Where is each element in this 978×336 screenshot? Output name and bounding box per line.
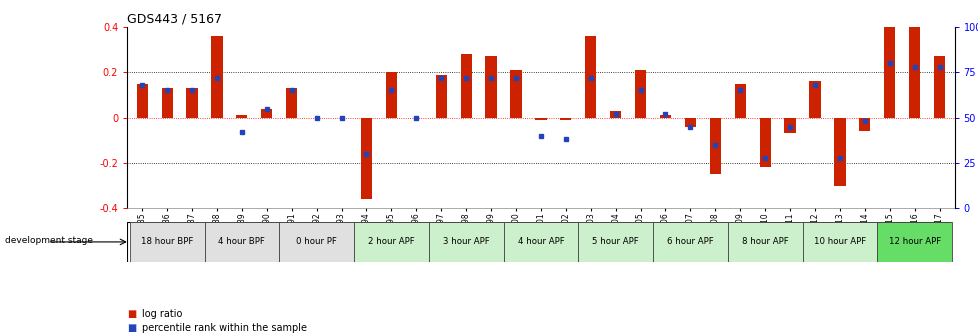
- Bar: [361, 118, 372, 199]
- Bar: [833, 118, 845, 185]
- Bar: [609, 111, 621, 118]
- Text: 2 hour APF: 2 hour APF: [368, 238, 415, 246]
- Bar: [428, 222, 503, 262]
- Bar: [161, 88, 172, 118]
- Bar: [709, 118, 720, 174]
- Text: 8 hour APF: 8 hour APF: [741, 238, 787, 246]
- Text: 5 hour APF: 5 hour APF: [592, 238, 639, 246]
- Text: log ratio: log ratio: [142, 309, 182, 319]
- Text: 0 hour PF: 0 hour PF: [296, 238, 336, 246]
- Bar: [727, 222, 802, 262]
- Text: 4 hour BPF: 4 hour BPF: [218, 238, 265, 246]
- Bar: [759, 118, 770, 167]
- Bar: [510, 70, 521, 118]
- Bar: [211, 36, 222, 118]
- Bar: [354, 222, 428, 262]
- Bar: [684, 118, 695, 127]
- Bar: [186, 88, 198, 118]
- Bar: [809, 81, 820, 118]
- Bar: [286, 88, 297, 118]
- Bar: [204, 222, 279, 262]
- Bar: [659, 115, 670, 118]
- Text: ■: ■: [127, 309, 136, 319]
- Bar: [559, 118, 571, 120]
- Bar: [485, 56, 496, 118]
- Bar: [734, 84, 745, 118]
- Text: percentile rank within the sample: percentile rank within the sample: [142, 323, 307, 333]
- Bar: [385, 72, 397, 118]
- Text: development stage: development stage: [5, 236, 93, 245]
- Bar: [783, 118, 795, 133]
- Bar: [535, 118, 546, 120]
- Text: 12 hour APF: 12 hour APF: [888, 238, 940, 246]
- Bar: [876, 222, 951, 262]
- Text: 3 hour APF: 3 hour APF: [442, 238, 489, 246]
- Bar: [279, 222, 354, 262]
- Bar: [261, 109, 272, 118]
- Bar: [503, 222, 578, 262]
- Bar: [802, 222, 876, 262]
- Bar: [435, 75, 446, 118]
- Text: 10 hour APF: 10 hour APF: [813, 238, 866, 246]
- Bar: [933, 56, 944, 118]
- Bar: [578, 222, 652, 262]
- Text: 4 hour APF: 4 hour APF: [517, 238, 563, 246]
- Bar: [652, 222, 727, 262]
- Text: GDS443 / 5167: GDS443 / 5167: [127, 13, 222, 26]
- Bar: [859, 118, 869, 131]
- Bar: [460, 54, 471, 118]
- Bar: [635, 70, 645, 118]
- Bar: [585, 36, 596, 118]
- Text: 18 hour BPF: 18 hour BPF: [141, 238, 193, 246]
- Bar: [909, 27, 919, 118]
- Text: 6 hour APF: 6 hour APF: [666, 238, 713, 246]
- Bar: [236, 115, 247, 118]
- Text: ■: ■: [127, 323, 136, 333]
- Bar: [883, 27, 895, 118]
- Bar: [130, 222, 204, 262]
- Bar: [137, 84, 148, 118]
